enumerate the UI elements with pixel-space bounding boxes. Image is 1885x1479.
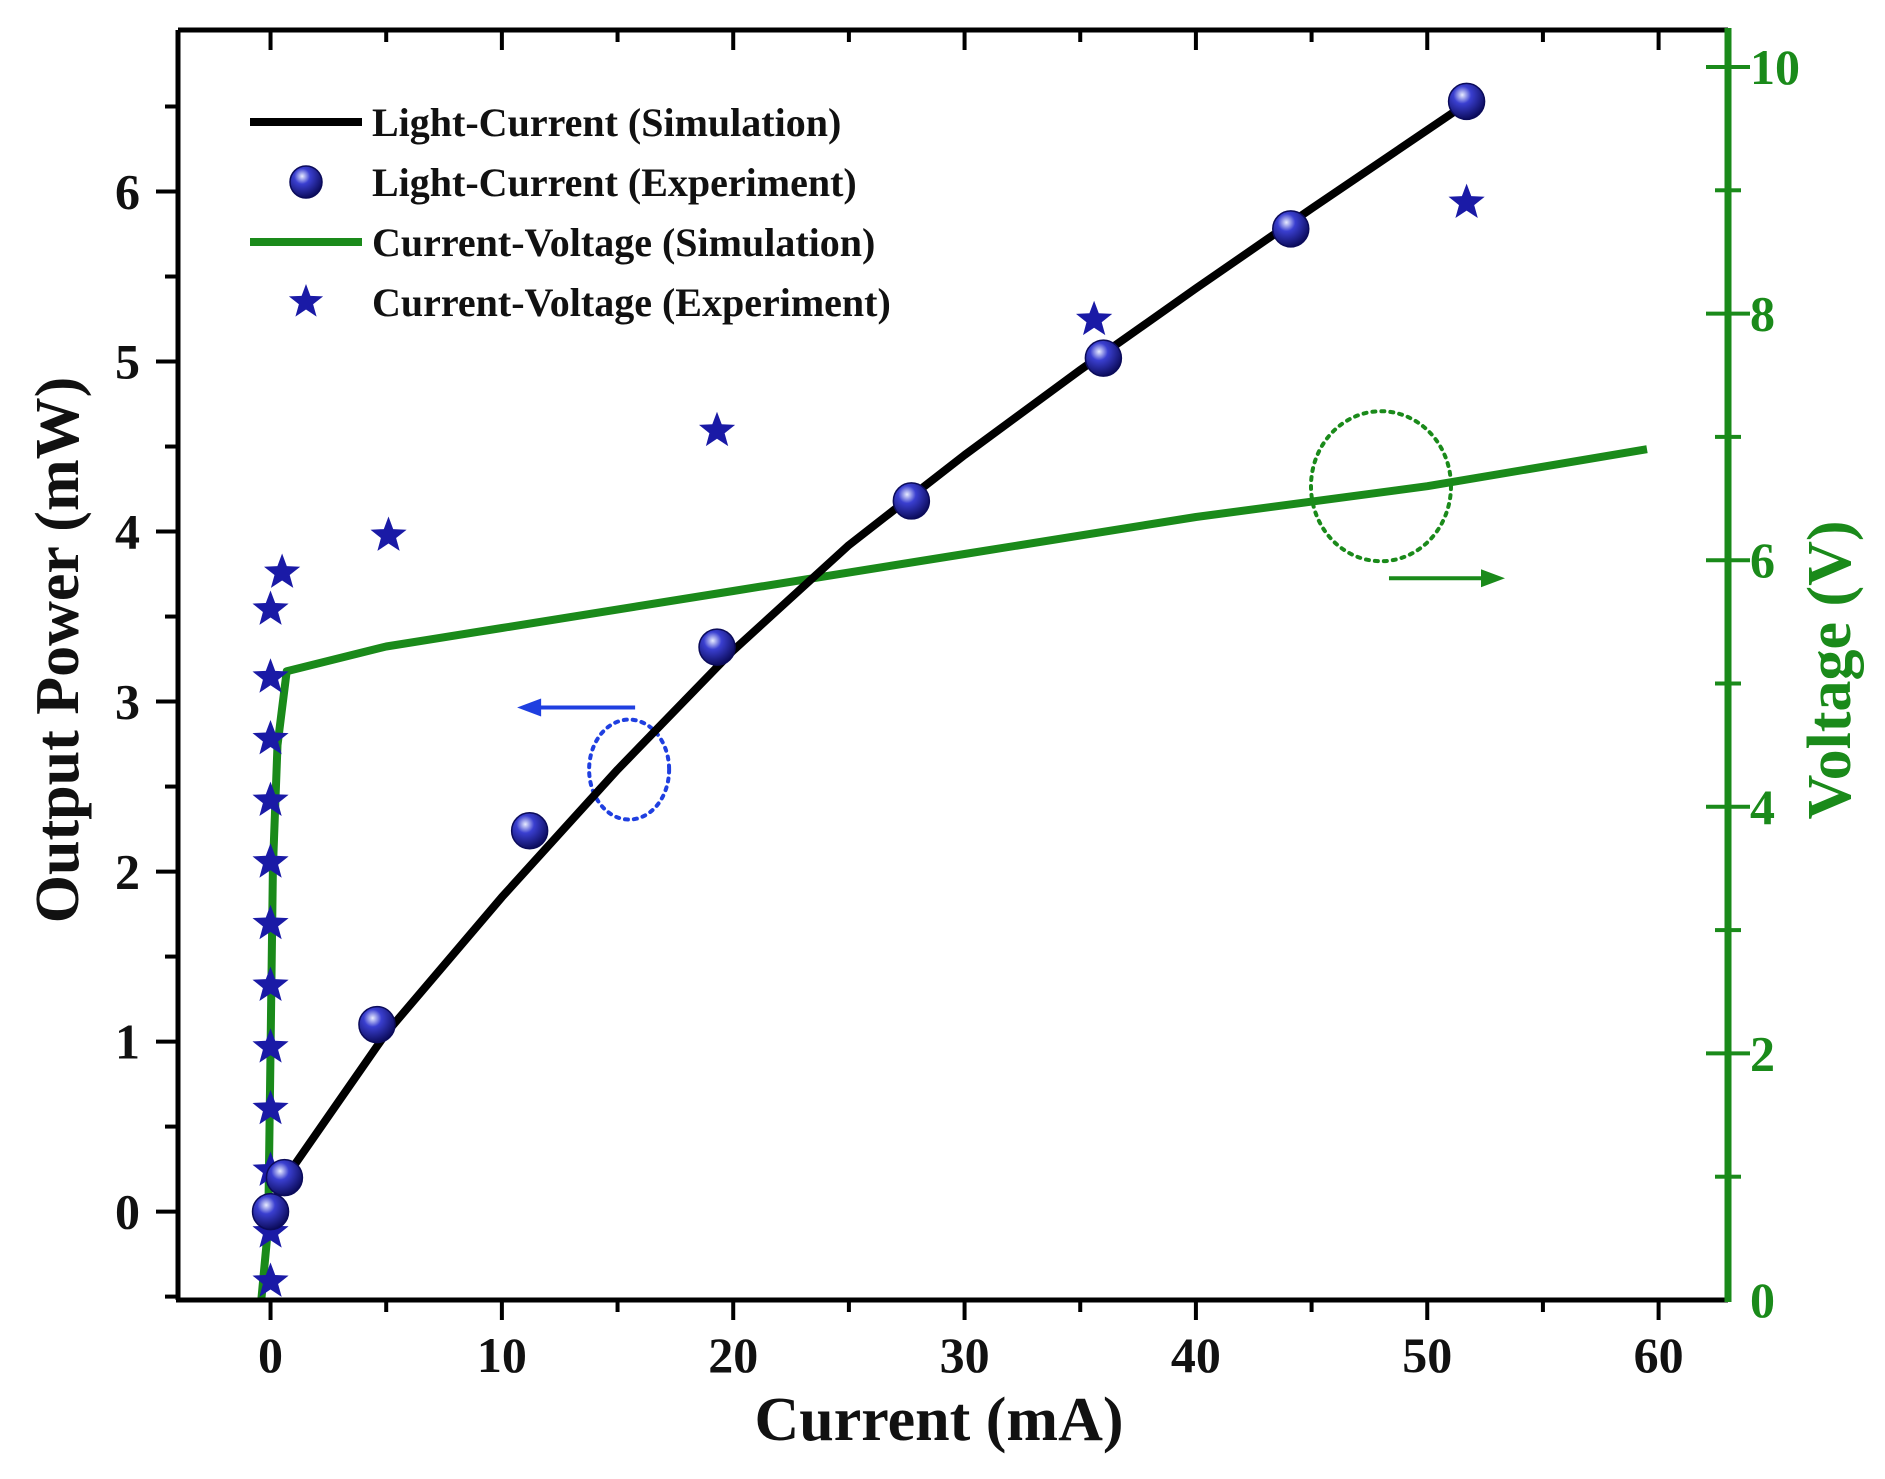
x-tick-label: 0 xyxy=(258,1327,283,1383)
data-point-star xyxy=(252,904,289,940)
x-tick-label: 20 xyxy=(708,1327,758,1383)
data-point-sphere xyxy=(892,482,931,520)
data-point-star xyxy=(370,516,407,551)
legend-label: Light-Current (Experiment) xyxy=(372,160,857,205)
y-left-tick-label: 2 xyxy=(115,844,140,900)
x-tick-label: 50 xyxy=(1402,1327,1452,1383)
annotation-arrow-head xyxy=(517,698,542,717)
legend-swatch-star xyxy=(288,284,324,317)
legend-label: Current-Voltage (Simulation) xyxy=(372,220,875,265)
data-point-star xyxy=(264,553,301,588)
annotation-ellipse xyxy=(587,717,672,822)
x-tick-label: 60 xyxy=(1634,1327,1684,1383)
x-tick-label: 30 xyxy=(940,1327,990,1383)
data-point-sphere xyxy=(265,1158,304,1197)
data-point-star xyxy=(252,1089,289,1125)
y-right-tick-label: 6 xyxy=(1750,532,1775,588)
data-point-star xyxy=(699,411,736,447)
legend-label: Current-Voltage (Experiment) xyxy=(372,280,891,325)
series-layer xyxy=(251,82,1648,1301)
x-axis-title: Current (mA) xyxy=(754,1386,1123,1454)
x-tick-label: 10 xyxy=(477,1327,527,1383)
series-line xyxy=(276,103,1465,1189)
data-point-star xyxy=(252,658,289,693)
data-point-star xyxy=(252,1028,289,1063)
legend-label: Light-Current (Simulation) xyxy=(372,100,841,145)
x-tick-label: 40 xyxy=(1171,1327,1221,1383)
legend-swatch-sphere xyxy=(289,165,323,199)
legend: Light-Current (Simulation) Light-Current … xyxy=(250,100,891,325)
data-point-sphere xyxy=(698,628,736,666)
data-point-star xyxy=(252,843,289,878)
data-point-star xyxy=(252,1262,289,1297)
data-point-sphere xyxy=(1447,82,1486,121)
y-left-tick-label: 5 xyxy=(115,334,140,390)
data-point-sphere xyxy=(251,1192,290,1231)
data-point-sphere xyxy=(510,812,549,850)
y-right-tick-label: 0 xyxy=(1750,1272,1775,1328)
data-point-star xyxy=(1448,183,1485,218)
y-axis-right-title: Voltage (V) xyxy=(1796,520,1864,819)
y-axis-left-title: Output Power (mW) xyxy=(24,377,92,923)
data-point-star xyxy=(252,966,289,1001)
y-left-tick-label: 6 xyxy=(115,164,140,220)
data-point-sphere xyxy=(1084,339,1123,377)
data-point-sphere xyxy=(358,1005,396,1044)
data-point-star xyxy=(252,590,289,625)
y-right-tick-label: 10 xyxy=(1750,39,1800,95)
y-right-tick-label: 8 xyxy=(1750,286,1775,342)
data-point-sphere xyxy=(1272,210,1310,248)
y-right-tick-label: 2 xyxy=(1750,1025,1775,1081)
data-point-star xyxy=(1076,300,1113,336)
y-right-tick-label: 4 xyxy=(1750,779,1775,835)
data-point-star xyxy=(252,1213,289,1248)
plot-layer xyxy=(517,409,1505,822)
y-left-tick-label: 1 xyxy=(115,1014,140,1070)
data-point-star xyxy=(252,720,289,755)
data-point-star xyxy=(252,781,289,816)
y-left-tick-label: 0 xyxy=(115,1184,140,1240)
y-left-tick-label: 4 xyxy=(115,504,140,560)
annotation-arrow-head xyxy=(1480,569,1505,588)
y-left-tick-label: 3 xyxy=(115,674,140,730)
